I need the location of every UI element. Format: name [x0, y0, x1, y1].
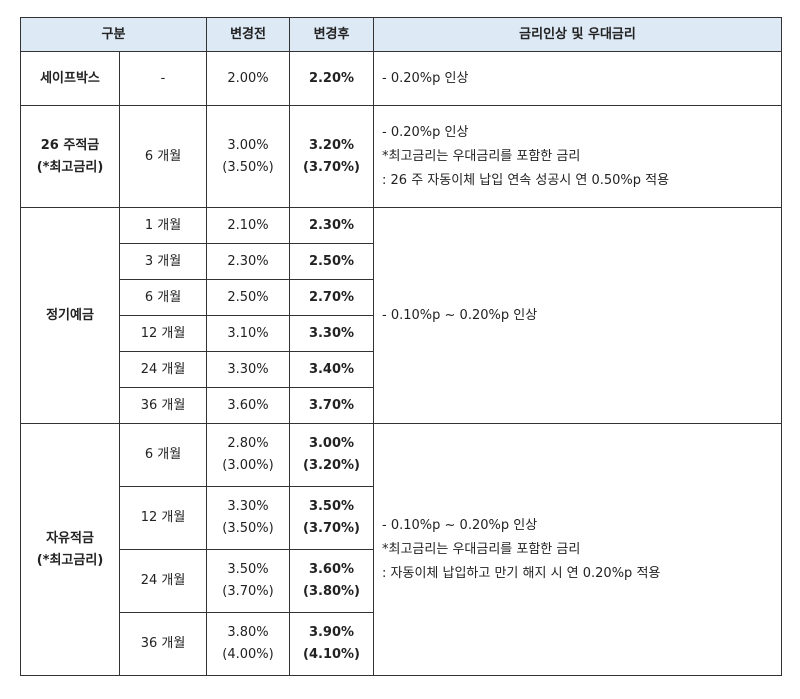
name-line: (*최고금리) [36, 552, 104, 568]
rate: 3.60% [308, 562, 355, 577]
header-after: 변경후 [289, 17, 375, 52]
rate-before: 2.30% [206, 243, 291, 280]
max-rate: (4.00%) [222, 647, 274, 662]
note: - 0.20%p 인상 [373, 51, 782, 106]
rate-after: 3.40% [289, 351, 375, 388]
max-rate: (4.10%) [303, 647, 360, 662]
note-line: *최고금리는 우대금리를 포함한 금리 [382, 148, 581, 164]
rate-before: 3.30% (3.50%) [206, 486, 291, 550]
rate-after: 2.70% [289, 279, 375, 316]
table-row: 26 주적금 (*최고금리) 6 개월 3.00% (3.50%) 3.20% (3.… [20, 105, 782, 208]
rate-after: 2.20% [289, 51, 375, 106]
rate-before: 3.80% (4.00%) [206, 612, 291, 676]
product-name: 정기예금 [20, 207, 120, 424]
rate-before: 3.30% [206, 351, 291, 388]
note-line: : 자동이체 납입하고 만기 해지 시 연 0.20%p 적용 [382, 565, 661, 581]
note: - 0.10%p ~ 0.20%p 인상 [373, 207, 782, 424]
table-row: 12 개월 3.30% (3.50%) 3.50% (3.70%) [21, 486, 782, 550]
product-name: 26 주적금 (*최고금리) [20, 105, 120, 208]
note: - 0.20%p 인상 *최고금리는 우대금리를 포함한 금리 : 26 주 자동이… [373, 105, 782, 208]
note-line: : 26 주 자동이체 납입 연속 성공시 연 0.50%p 적용 [382, 172, 670, 188]
note-line: *최고금리는 우대금리를 포함한 금리 [382, 541, 581, 557]
rate: 3.90% [308, 625, 355, 640]
term: 6 개월 [118, 105, 208, 208]
rate: 3.80% [227, 625, 269, 640]
term: 36 개월 [118, 387, 208, 424]
header-note: 금리인상 및 우대금리 [373, 17, 782, 52]
max-rate: (3.50%) [222, 159, 274, 175]
term: 12 개월 [118, 486, 208, 550]
rate: 2.80% [227, 436, 269, 451]
table-row: 세이프박스 - 2.00% 2.20% - 0.20%p 인상 [20, 51, 782, 106]
note: - 0.10%p ~ 0.20%p 인상 *최고금리는 우대금리를 포함한 금리:… [373, 423, 782, 676]
table-row: 36 개월 3.80% (4.00%) 3.90% (4.10%) [21, 612, 782, 676]
max-rate: (3.50%) [222, 521, 274, 536]
max-rate: (3.20%) [303, 458, 360, 473]
rate: 3.50% [227, 562, 269, 577]
rate-before: 2.00% [206, 51, 291, 106]
rate-before: 3.10% [206, 315, 291, 352]
rate-before: 2.80% (3.00%) [206, 423, 291, 487]
term: 1 개월 [118, 207, 208, 244]
table-row: 정기예금 1 개월 2.10% 2.30% - 0.10%p ~ 0.20%p 인상 [20, 207, 782, 424]
rate-before: 3.00% (3.50%) [206, 105, 291, 208]
term: 24 개월 [118, 351, 208, 388]
product-name: 세이프박스 [20, 51, 120, 106]
max-rate: (3.70%) [303, 521, 360, 536]
header-row: 구분 변경전 변경후 금리인상 및 우대금리 [19, 17, 782, 52]
table-row: 자유적금 (*최고금리) 6 개월 2.80% (3.00%) 3.00% (3.20%… [20, 423, 782, 676]
rate: 3.50% [308, 499, 355, 514]
term: 6 개월 [118, 423, 208, 487]
rate-after: 3.30% [289, 315, 375, 352]
name-line: 자유적금 [46, 530, 94, 546]
note-line: - 0.20%p 인상 [382, 124, 469, 140]
term: 12 개월 [118, 315, 208, 352]
rate-after: 3.20% (3.70%) [289, 105, 375, 208]
rate: 3.00% [308, 436, 355, 451]
rate: 3.00% [227, 137, 269, 153]
name-line: (*최고금리) [36, 159, 104, 175]
rate: 3.30% [227, 499, 269, 514]
note-line: - 0.10%p ~ 0.20%p 인상 [382, 517, 538, 533]
header-before: 변경전 [206, 17, 291, 52]
name-line: 26 주적금 [40, 137, 100, 153]
rate-before: 2.50% [206, 279, 291, 316]
max-rate: (3.70%) [222, 584, 274, 599]
rate-before: 3.50% (3.70%) [206, 549, 291, 613]
rate-before: 2.10% [206, 207, 291, 244]
rate-after: 3.70% [289, 387, 375, 424]
header-category: 구분 [19, 17, 208, 52]
rate-after: 3.90% (4.10%) [289, 612, 375, 676]
rate-after: 3.00% (3.20%) [289, 423, 375, 487]
term: 3 개월 [118, 243, 208, 280]
rate-after: 3.50% (3.70%) [289, 486, 375, 550]
rate-table: 구분 변경전 변경후 금리인상 및 우대금리 세이프박스 - 2.00% 2.2… [19, 17, 782, 676]
rate-after: 2.30% [289, 207, 375, 244]
table-row: 6 개월 2.50% 2.70% [21, 279, 782, 316]
table-row: 3 개월 2.30% 2.50% [21, 243, 782, 280]
term: 36 개월 [118, 612, 208, 676]
table-row: 12 개월 3.10% 3.30% [21, 315, 782, 352]
max-rate: (3.70%) [303, 159, 360, 175]
rate: 3.20% [308, 137, 355, 153]
rate-after: 2.50% [289, 243, 375, 280]
term: - [118, 51, 208, 106]
rate-after: 3.60% (3.80%) [289, 549, 375, 613]
table-row: 24 개월 3.50% (3.70%) 3.60% (3.80%) [21, 549, 782, 613]
rate-before: 3.60% [206, 387, 291, 424]
table-row: 24 개월 3.30% 3.40% [21, 351, 782, 388]
table-row: 36 개월 3.60% 3.70% [21, 387, 782, 424]
product-name: 자유적금 (*최고금리) [20, 423, 120, 676]
max-rate: (3.80%) [303, 584, 360, 599]
term: 24 개월 [118, 549, 208, 613]
term: 6 개월 [118, 279, 208, 316]
max-rate: (3.00%) [222, 458, 274, 473]
